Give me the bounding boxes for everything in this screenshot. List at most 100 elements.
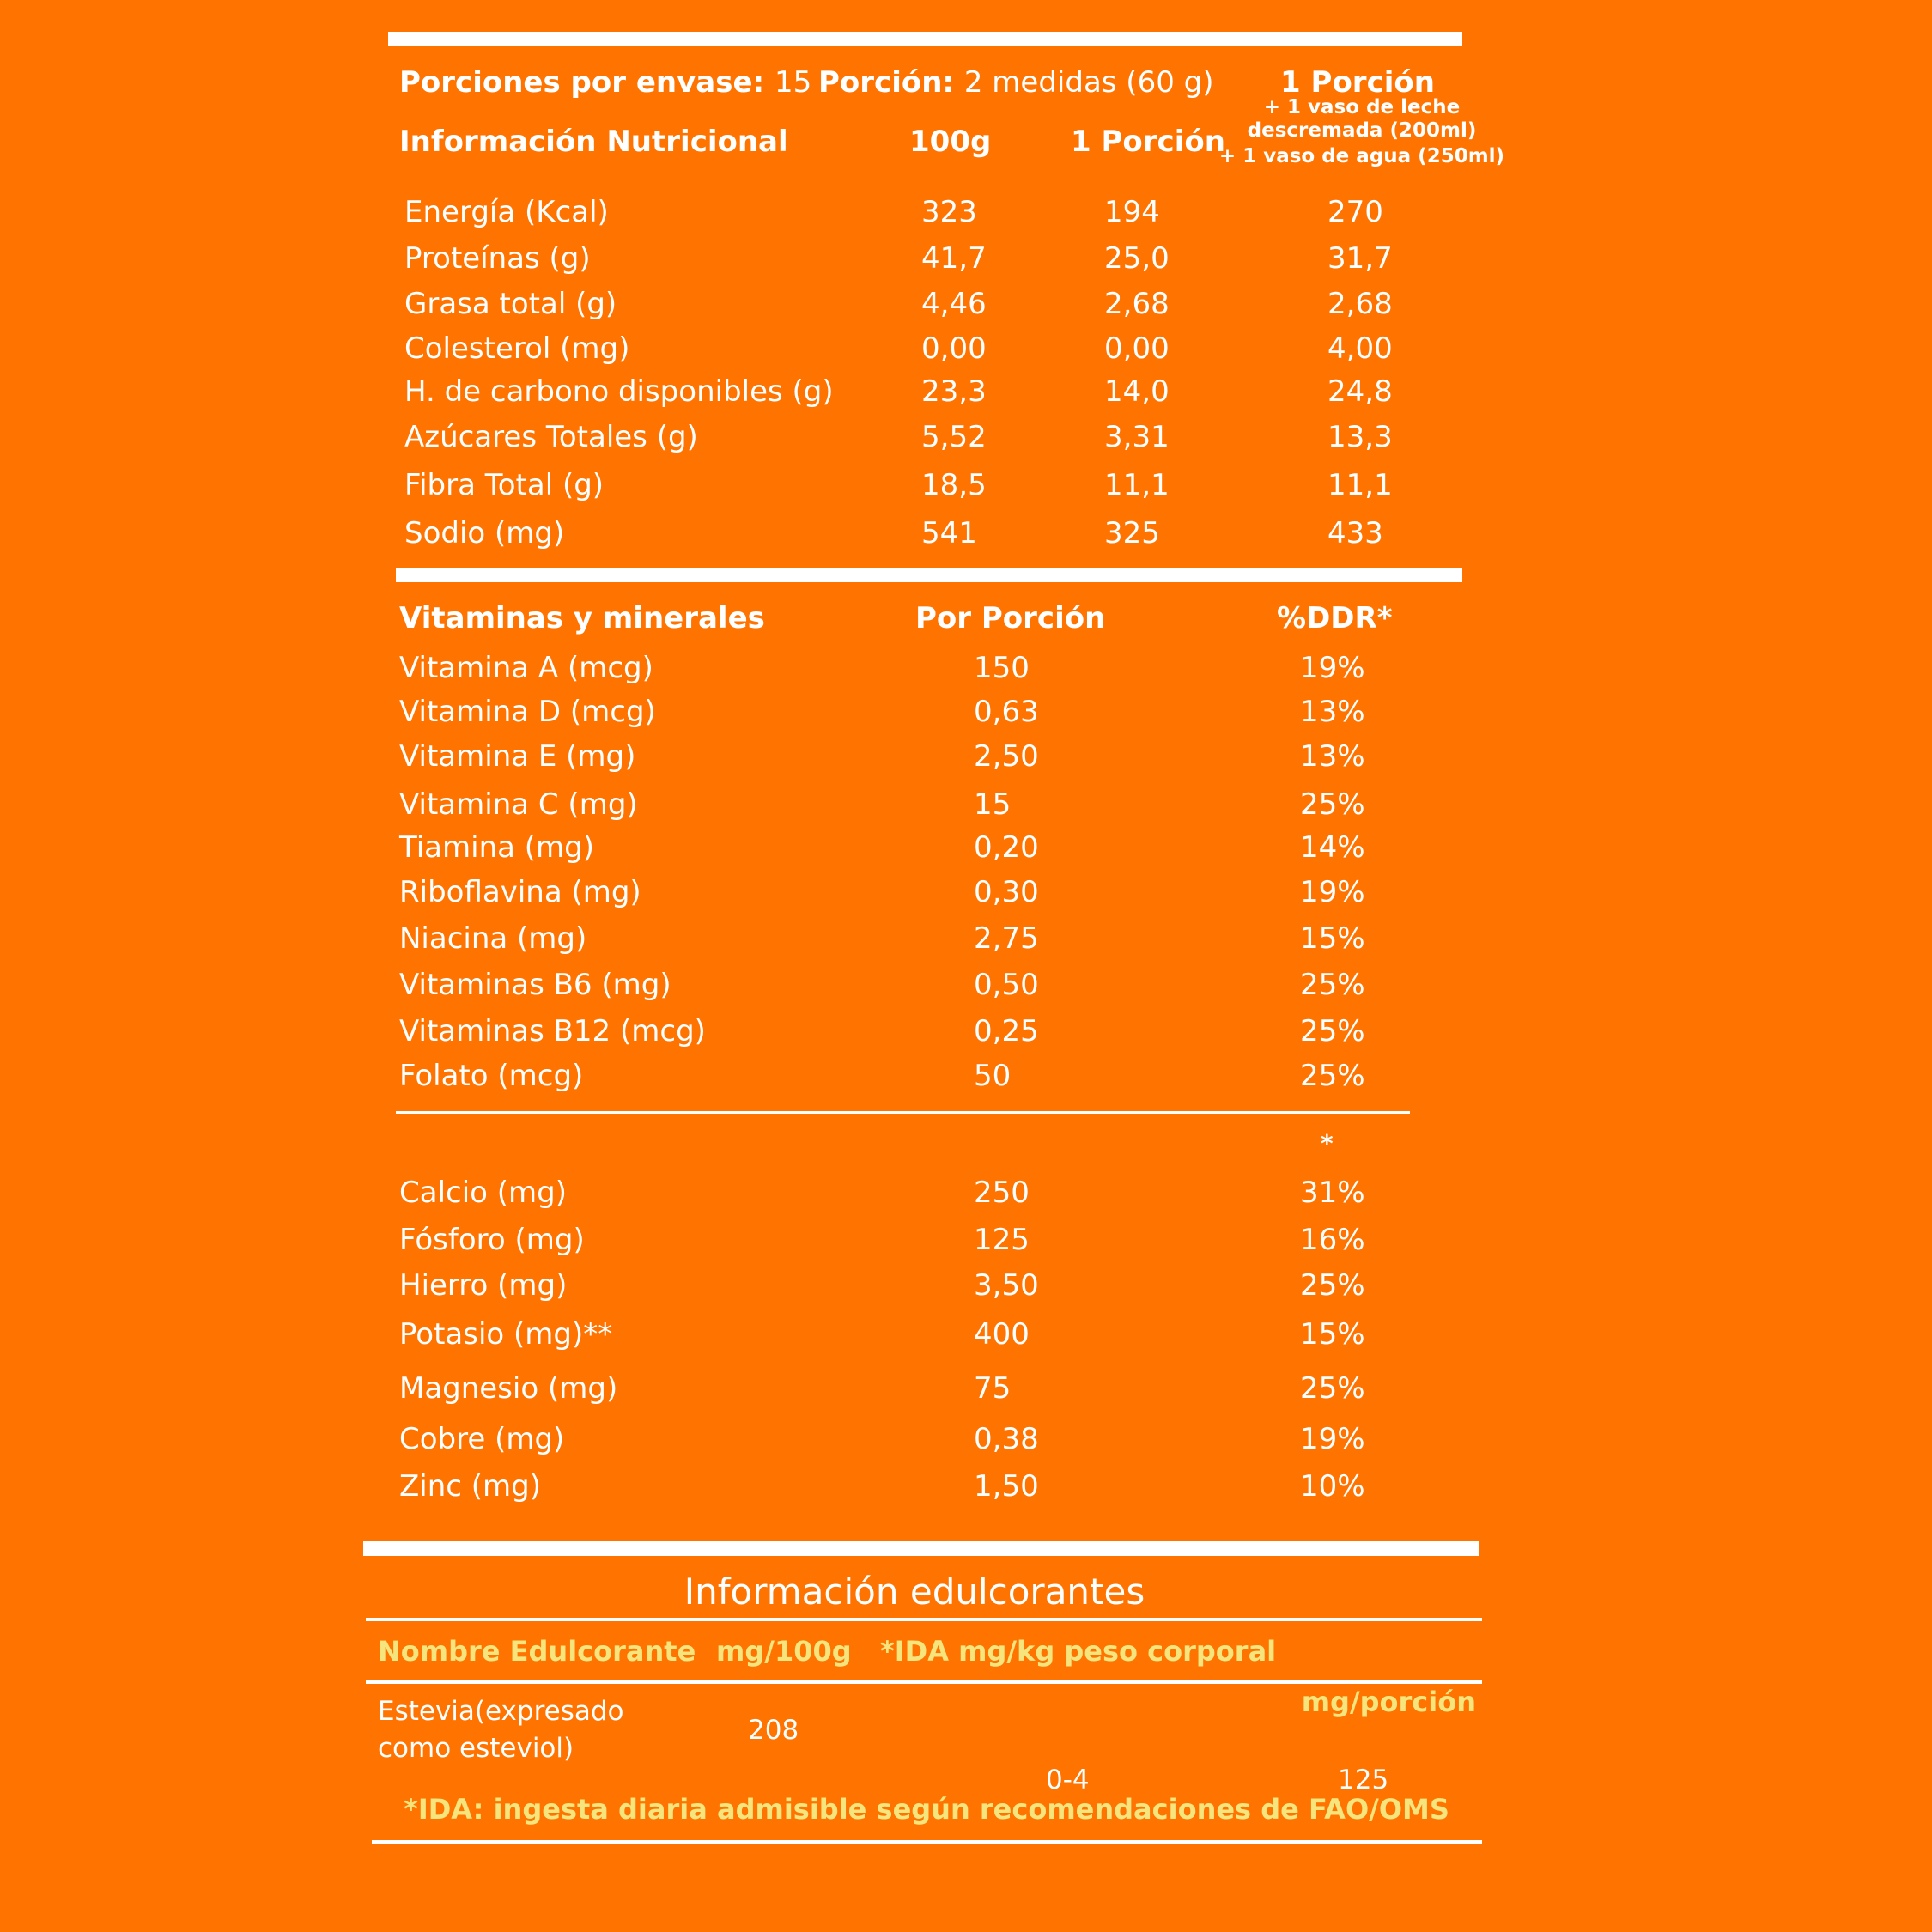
portion-label: Porción:	[818, 65, 955, 100]
nutrient-portion: 0,00	[1104, 331, 1170, 366]
sweeteners-divider	[363, 1541, 1479, 1556]
top-divider	[388, 32, 1462, 46]
vitamin-name: Tiamina (mg)	[399, 830, 594, 865]
nutrient-name: Sodio (mg)	[404, 516, 565, 550]
mineral-portion: 3,50	[974, 1268, 1039, 1303]
nutrient-portion: 25,0	[1104, 241, 1170, 276]
mineral-name: Hierro (mg)	[399, 1268, 568, 1303]
nutrient-name: Grasa total (g)	[404, 287, 617, 321]
vitamin-ddr: 14%	[1300, 830, 1365, 865]
sweetener-ida: 0-4	[1046, 1765, 1090, 1795]
vitamin-ddr: 25%	[1300, 968, 1365, 1002]
mineral-portion: 125	[974, 1223, 1030, 1257]
nutrient-with-milk: 2,68	[1327, 287, 1393, 321]
vitamin-name: Vitamina A (mcg)	[399, 651, 653, 685]
mineral-portion: 75	[974, 1371, 1012, 1406]
vitamin-name: Folato (mcg)	[399, 1059, 584, 1093]
col3-sub-2: descremada (200ml)	[1247, 119, 1477, 142]
vitamin-portion: 0,50	[974, 968, 1039, 1002]
portion-size: Porción: 2 medidas (60 g)	[818, 64, 1214, 101]
mineral-ddr: 31%	[1300, 1176, 1365, 1210]
servings-value: 15	[774, 65, 812, 100]
vitamin-portion: 150	[974, 651, 1030, 685]
vitamin-ddr: 25%	[1300, 1059, 1365, 1093]
mineral-portion: 1,50	[974, 1469, 1039, 1504]
nutrient-name: Azúcares Totales (g)	[404, 420, 698, 454]
vitamin-ddr: 13%	[1300, 739, 1365, 774]
nutrient-name: Energía (Kcal)	[404, 195, 609, 229]
mineral-name: Potasio (mg)**	[399, 1317, 613, 1352]
servings-label: Porciones por envase: 15	[399, 64, 811, 101]
vitamin-name: Vitamina C (mg)	[399, 787, 638, 822]
nutrient-with-milk: 13,3	[1327, 420, 1393, 454]
nutrient-name: H. de carbono disponibles (g)	[404, 374, 834, 409]
nutrient-name: Fibra Total (g)	[404, 468, 605, 502]
vitamin-ddr: 13%	[1300, 695, 1365, 729]
nutrient-with-milk: 4,00	[1327, 331, 1393, 366]
vitamin-name: Vitamina D (mcg)	[399, 695, 656, 729]
vitamin-portion: 0,20	[974, 830, 1039, 865]
nutrition-title: Información Nutricional	[399, 125, 788, 159]
nutrient-portion: 11,1	[1104, 468, 1170, 502]
col3-sub-3: + 1 vaso de agua (250ml)	[1218, 145, 1505, 167]
col3-sub-1: + 1 vaso de leche	[1263, 96, 1461, 118]
vitamins-col2-header: %DDR*	[1277, 601, 1393, 635]
col2-header: 1 Porción	[1071, 125, 1225, 159]
sweetener-mg100: 208	[748, 1715, 799, 1746]
sweetener-name-2: como esteviol)	[378, 1733, 574, 1764]
vitamin-portion: 15	[974, 787, 1012, 822]
nutrient-with-milk: 31,7	[1327, 241, 1393, 276]
nutrient-portion: 3,31	[1104, 420, 1170, 454]
vitamin-portion: 2,75	[974, 921, 1039, 956]
sweeteners-line-1	[366, 1618, 1482, 1621]
bottom-divider	[372, 1840, 1482, 1844]
nutrients-divider	[396, 568, 1462, 582]
vitamin-portion: 0,30	[974, 875, 1039, 909]
vitamin-name: Niacina (mg)	[399, 921, 587, 956]
mineral-ddr: 25%	[1300, 1371, 1365, 1406]
vitamin-ddr: 19%	[1300, 875, 1365, 909]
sweetener-name-1: Estevia(expresado	[378, 1696, 624, 1727]
portion-value: 2 medidas (60 g)	[963, 65, 1214, 100]
col3-title: 1 Porción	[1280, 65, 1435, 100]
nutrient-portion: 14,0	[1104, 374, 1170, 409]
sweetener-col-mg100: mg/100g	[716, 1635, 852, 1668]
mineral-ddr: 15%	[1300, 1317, 1365, 1352]
vitamin-ddr: 19%	[1300, 651, 1365, 685]
nutrient-per100g: 541	[921, 516, 977, 550]
sweeteners-line-2	[366, 1680, 1482, 1684]
mineral-name: Zinc (mg)	[399, 1469, 542, 1504]
vitamins-divider	[396, 1111, 1410, 1114]
nutrient-per100g: 23,3	[921, 374, 987, 409]
minerals-marker: *	[1321, 1129, 1334, 1157]
mineral-ddr: 19%	[1300, 1422, 1365, 1456]
nutrient-per100g: 5,52	[921, 420, 987, 454]
vitamin-portion: 50	[974, 1059, 1012, 1093]
nutrient-with-milk: 433	[1327, 516, 1383, 550]
sweetener-col-name: Nombre Edulcorante	[378, 1635, 696, 1668]
vitamin-ddr: 25%	[1300, 1014, 1365, 1048]
mineral-portion: 400	[974, 1317, 1030, 1352]
col1-header: 100g	[909, 125, 992, 159]
nutrient-per100g: 41,7	[921, 241, 987, 276]
nutrient-with-milk: 270	[1327, 195, 1383, 229]
vitamin-name: Vitaminas B12 (mcg)	[399, 1014, 706, 1048]
nutrient-per100g: 4,46	[921, 287, 987, 321]
nutrient-per100g: 0,00	[921, 331, 987, 366]
sweetener-portion: 125	[1338, 1765, 1389, 1795]
vitamin-name: Vitaminas B6 (mg)	[399, 968, 671, 1002]
nutrient-portion: 194	[1104, 195, 1160, 229]
mineral-name: Calcio (mg)	[399, 1176, 568, 1210]
vitamin-portion: 0,25	[974, 1014, 1039, 1048]
sweeteners-title: Información edulcorantes	[683, 1571, 1145, 1613]
mineral-ddr: 10%	[1300, 1469, 1365, 1504]
nutrient-name: Colesterol (mg)	[404, 331, 630, 366]
vitamin-portion: 0,63	[974, 695, 1039, 729]
vitamin-name: Vitamina E (mg)	[399, 739, 636, 774]
nutrient-per100g: 323	[921, 195, 977, 229]
mineral-name: Fósforo (mg)	[399, 1223, 585, 1257]
nutrient-per100g: 18,5	[921, 468, 987, 502]
vitamin-ddr: 25%	[1300, 787, 1365, 822]
mineral-name: Magnesio (mg)	[399, 1371, 618, 1406]
mineral-portion: 0,38	[974, 1422, 1039, 1456]
